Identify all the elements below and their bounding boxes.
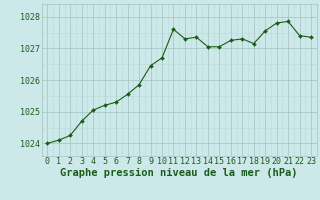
X-axis label: Graphe pression niveau de la mer (hPa): Graphe pression niveau de la mer (hPa) <box>60 168 298 178</box>
